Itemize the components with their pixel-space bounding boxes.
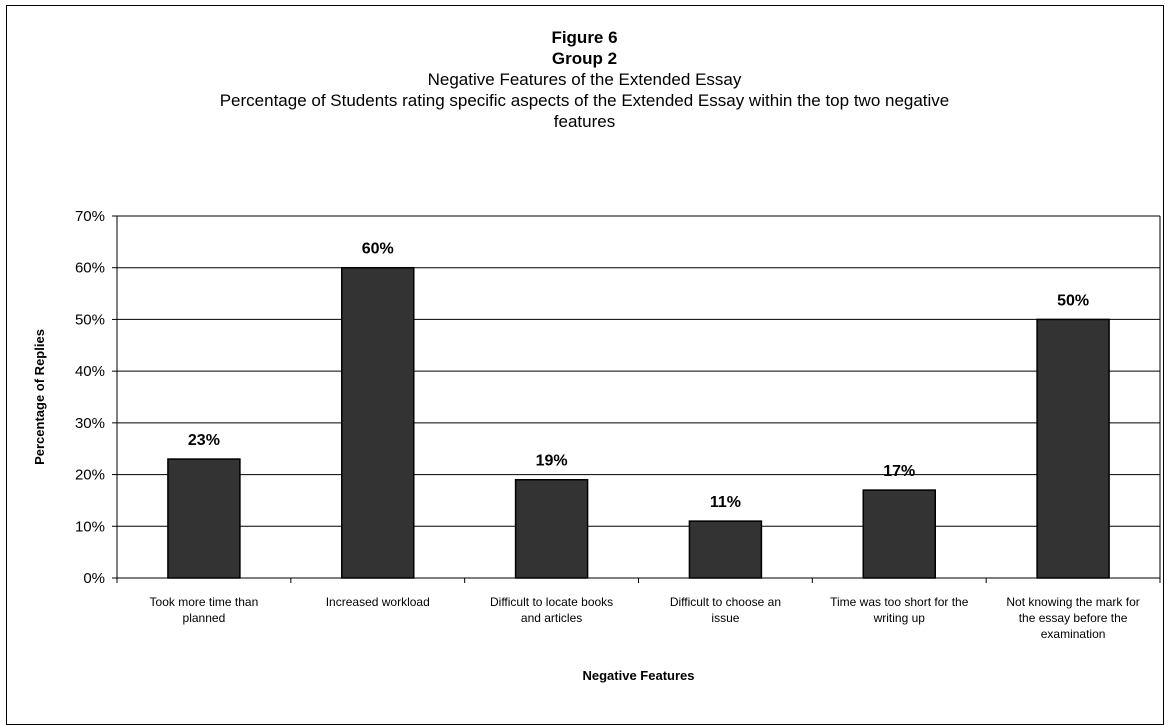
y-tick-label: 0% <box>83 570 105 587</box>
y-tick-label: 30% <box>75 415 105 432</box>
bar <box>341 266 415 579</box>
y-axis-label: Percentage of Replies <box>32 329 47 465</box>
data-label: 50% <box>1057 292 1089 309</box>
x-axis-label: Negative Features <box>583 668 695 683</box>
chart-titles: Figure 6 Group 2 Negative Features of th… <box>0 0 1169 132</box>
bar <box>1036 318 1110 579</box>
chart-group: Group 2 <box>551 49 618 68</box>
category-label: Time was too short for the <box>830 595 969 609</box>
bar-chart: 0% 10% 20% 30% 40% 50% 60% 70% 23% 60% 19% 11% 17% 5… <box>32 208 1161 683</box>
y-tick-label: 70% <box>75 208 105 225</box>
chart-title: Figure 6 <box>551 28 618 47</box>
category-label: the essay before the <box>1019 611 1128 625</box>
y-tick-label: 50% <box>75 311 105 328</box>
category-label: and articles <box>521 611 582 625</box>
y-tick-label: 20% <box>75 467 105 484</box>
bar <box>167 458 241 579</box>
category-label: Difficult to choose an <box>670 595 781 609</box>
y-tick-label: 60% <box>75 260 105 277</box>
chart-description: Percentage of Students rating specific a… <box>219 91 950 131</box>
category-label: Took more time than <box>150 595 259 609</box>
category-label: Not knowing the mark for <box>1006 595 1139 609</box>
data-label: 17% <box>883 463 915 480</box>
data-label: 60% <box>362 241 394 258</box>
bar <box>514 478 589 579</box>
data-label: 11% <box>710 494 741 511</box>
data-label: 23% <box>188 432 220 449</box>
category-label: writing up <box>873 611 926 625</box>
category-label: planned <box>183 611 226 625</box>
bar <box>862 489 936 579</box>
chart-subtitle: Negative Features of the Extended Essay <box>427 70 742 89</box>
category-label: Difficult to locate books <box>490 595 613 609</box>
y-tick-label: 40% <box>75 363 105 380</box>
category-label: examination <box>1041 627 1106 641</box>
data-label: 19% <box>536 453 568 470</box>
bar <box>688 520 763 579</box>
y-tick-label: 10% <box>75 518 105 535</box>
category-label: Increased workload <box>326 595 430 609</box>
category-label: issue <box>711 611 739 625</box>
